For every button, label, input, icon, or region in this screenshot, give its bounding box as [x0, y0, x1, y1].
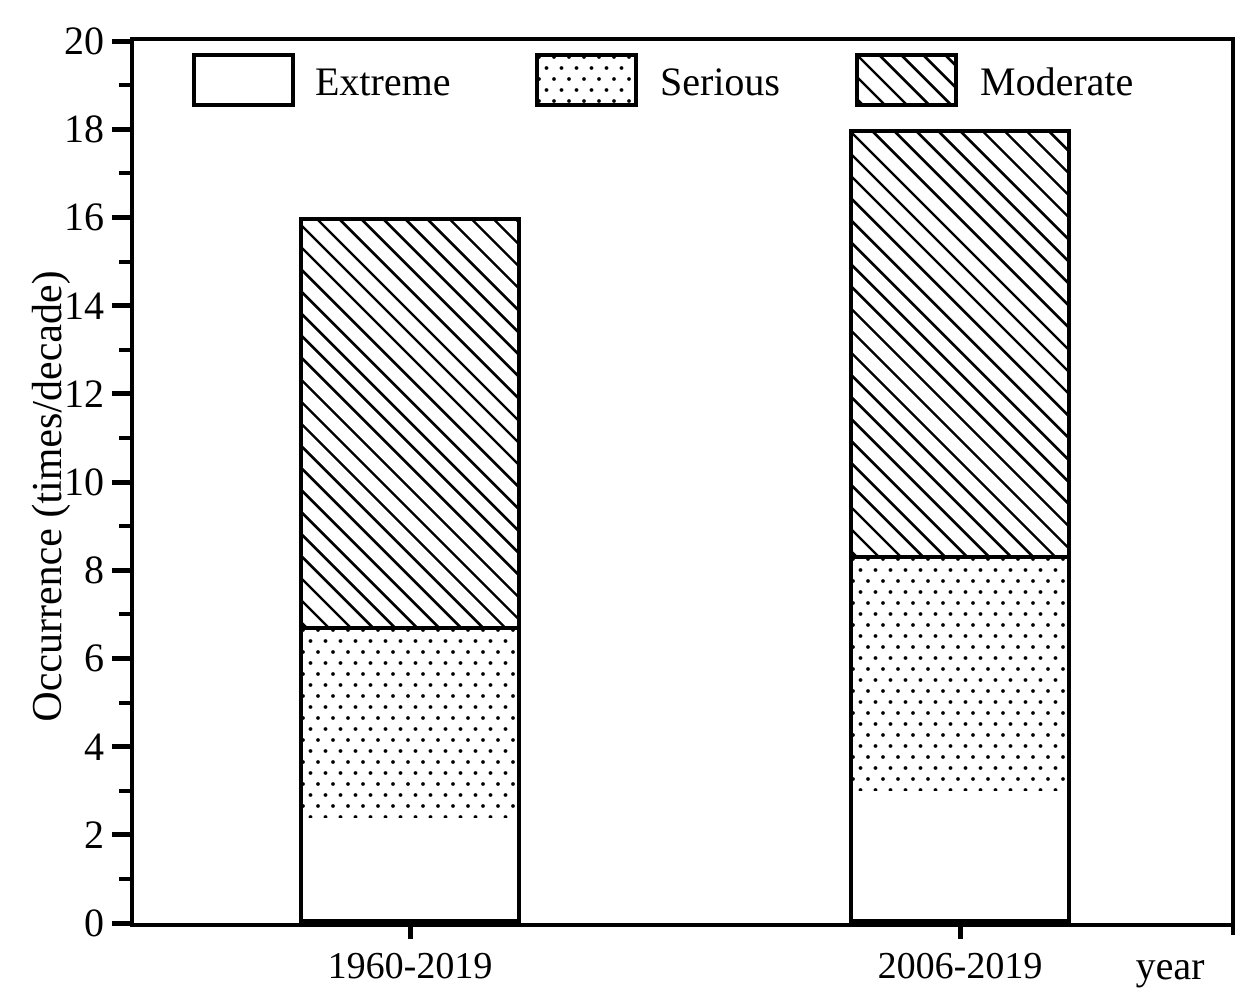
y-tick-label: 12 — [64, 370, 104, 416]
y-major-tick — [112, 832, 130, 838]
y-tick-label: 20 — [64, 18, 104, 63]
y-minor-tick — [119, 700, 130, 705]
y-tick-label: 2 — [84, 811, 104, 857]
bar-1960-2019 — [299, 217, 521, 923]
y-minor-tick — [119, 435, 130, 440]
y-tick-label: 18 — [64, 106, 104, 152]
bar-segment-moderate — [853, 133, 1067, 556]
legend-swatch-moderate — [855, 53, 958, 107]
y-tick-label: 10 — [64, 459, 104, 504]
y-major-tick — [112, 655, 130, 661]
x-tick — [957, 923, 963, 939]
y-minor-tick — [119, 788, 130, 793]
y-minor-tick — [119, 171, 130, 176]
y-minor-tick — [119, 259, 130, 264]
y-minor-tick — [119, 347, 130, 352]
y-minor-tick — [119, 612, 130, 617]
y-major-tick — [112, 391, 130, 397]
y-major-tick — [112, 38, 130, 44]
bar-2006-2019 — [849, 129, 1071, 923]
bar-segment-extreme — [303, 817, 517, 919]
legend-label-extreme: Extreme — [315, 59, 451, 104]
y-minor-tick — [119, 876, 130, 881]
y-tick-label: 4 — [84, 723, 104, 769]
x-tick-label: 1960-2019 — [327, 945, 493, 987]
axis-corner-tick — [1231, 925, 1235, 935]
legend-swatch-extreme — [192, 53, 295, 107]
y-major-tick — [112, 920, 130, 926]
x-tick-label: 2006-2019 — [877, 945, 1043, 987]
bar-segment-serious — [853, 555, 1067, 792]
y-major-tick — [112, 214, 130, 220]
y-tick-label: 6 — [84, 635, 104, 681]
y-major-tick — [112, 567, 130, 573]
legend-label-moderate: Moderate — [980, 59, 1134, 104]
y-minor-tick — [119, 524, 130, 529]
y-minor-tick — [119, 83, 130, 88]
bar-segment-moderate — [303, 221, 517, 626]
y-major-tick — [112, 303, 130, 309]
legend-label-serious: Serious — [660, 59, 780, 104]
x-axis-title: year — [1135, 943, 1205, 988]
y-major-tick — [112, 744, 130, 750]
y-tick-label: 8 — [84, 547, 104, 593]
legend-swatch-serious — [535, 53, 638, 107]
y-major-tick — [112, 479, 130, 485]
y-tick-label: 0 — [84, 900, 104, 945]
y-tick-label: 16 — [64, 194, 104, 240]
y-major-tick — [112, 126, 130, 132]
bar-segment-serious — [303, 625, 517, 818]
y-tick-label: 14 — [64, 282, 104, 328]
x-tick — [407, 923, 413, 939]
bar-segment-extreme — [853, 791, 1067, 919]
